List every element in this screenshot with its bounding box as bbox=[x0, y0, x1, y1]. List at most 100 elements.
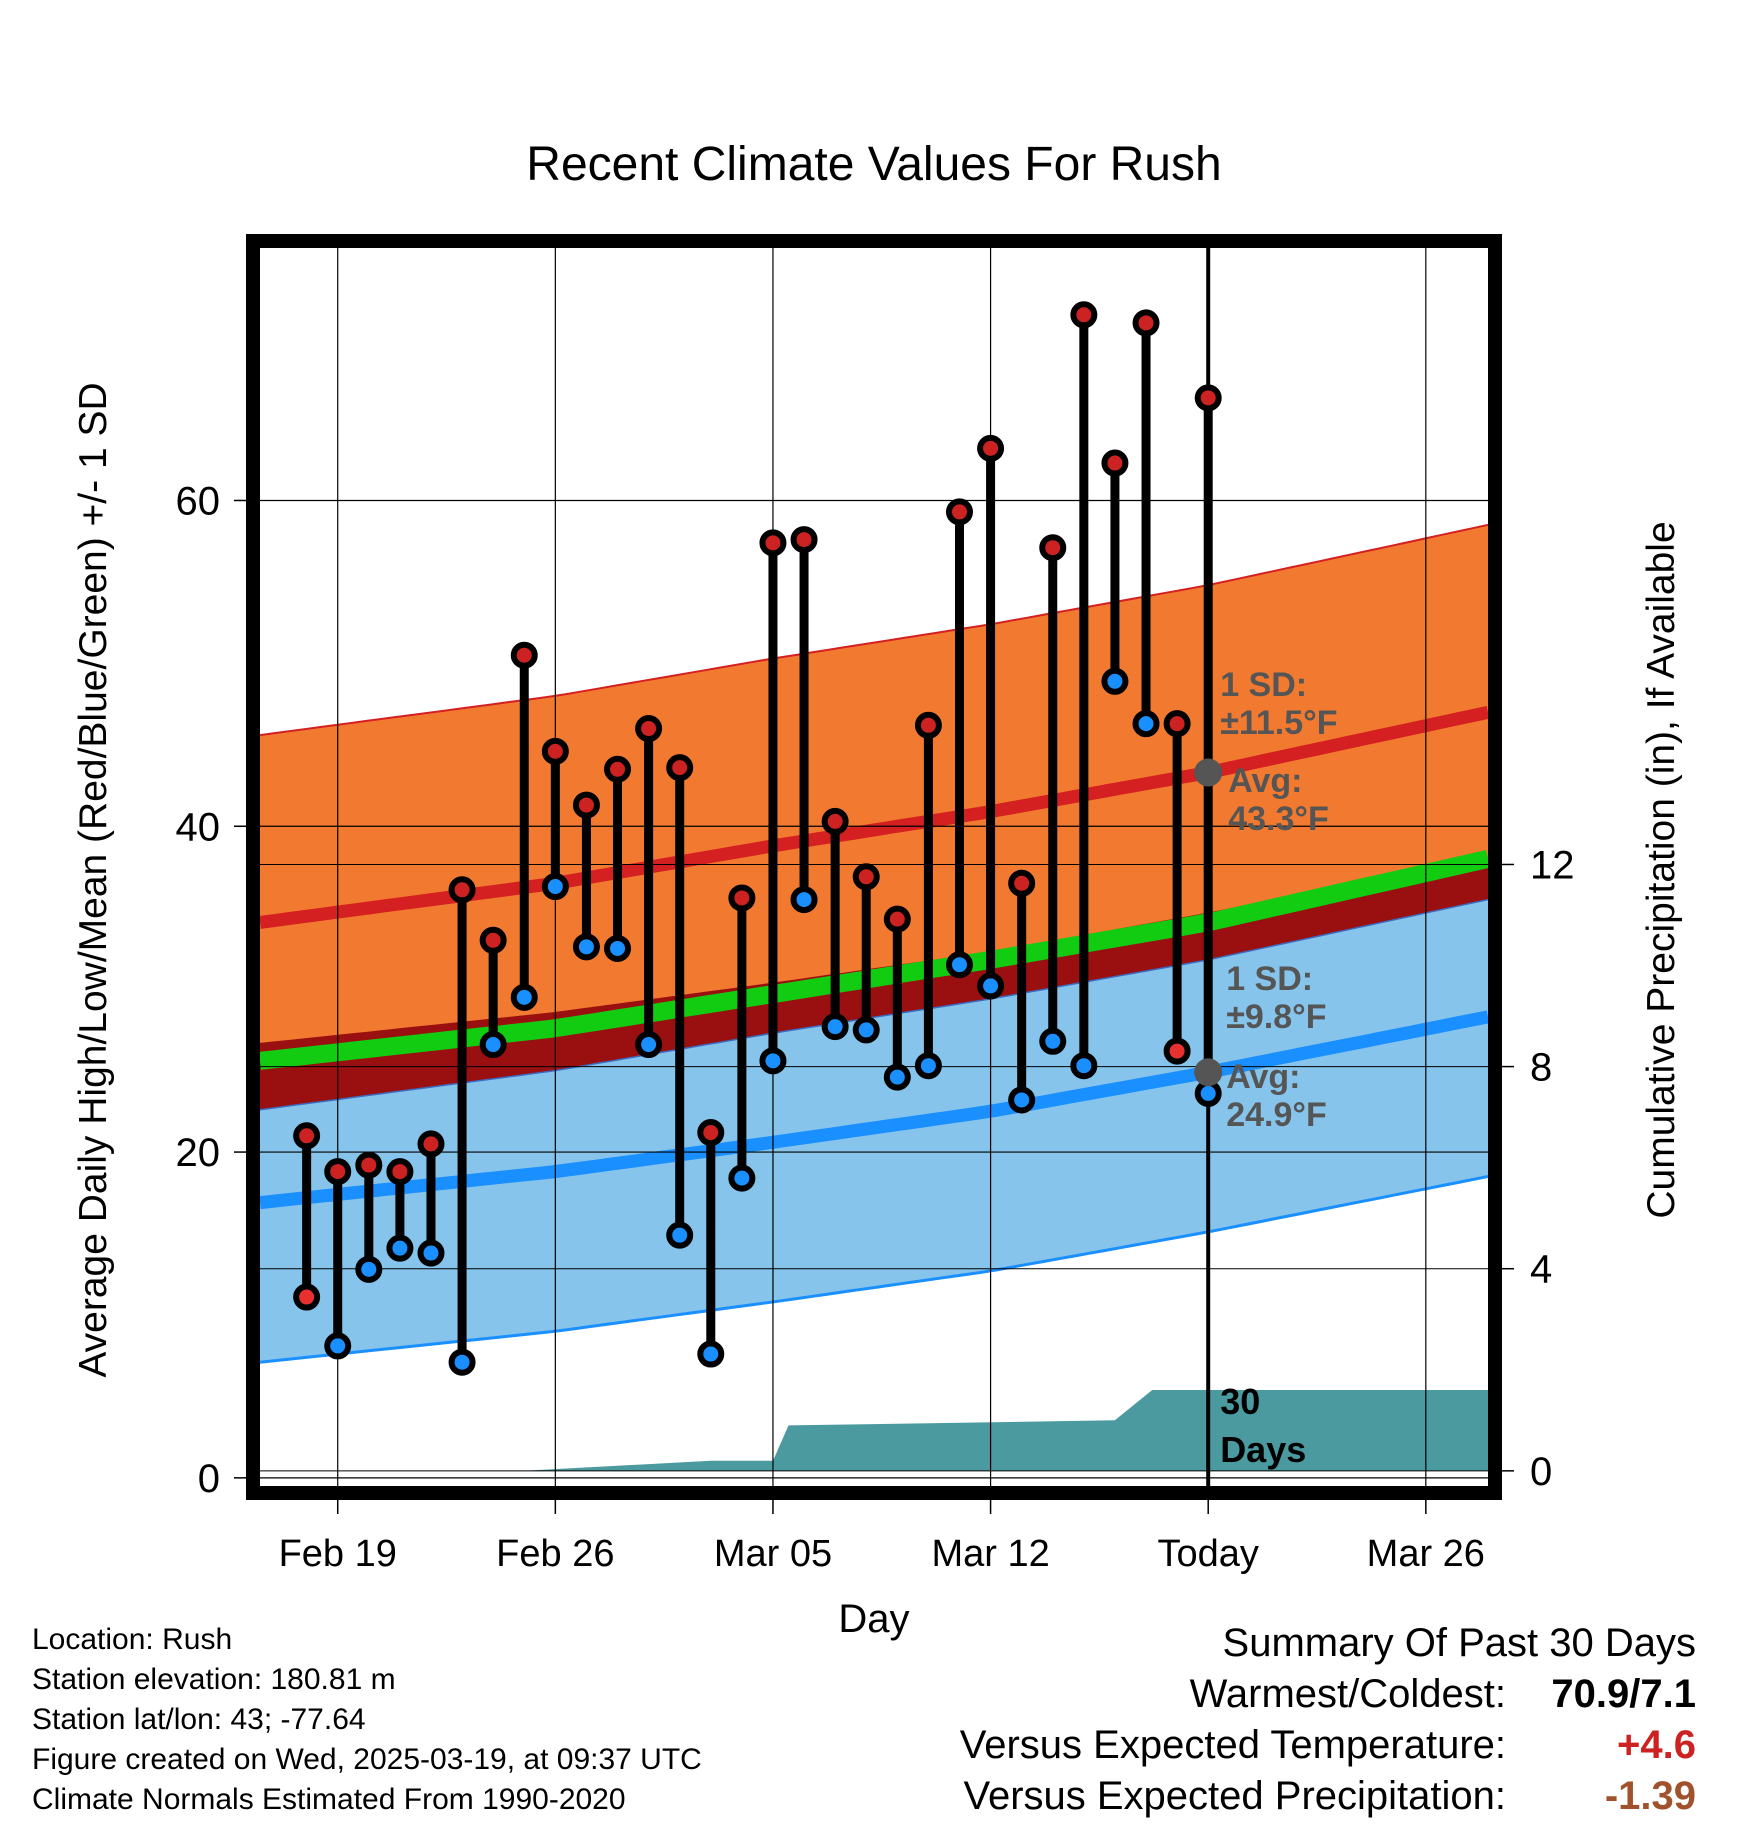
low-sd-annotation: 1 SD: bbox=[1226, 960, 1313, 998]
daily-low-point bbox=[1163, 1037, 1191, 1065]
precip-area bbox=[260, 1390, 1488, 1471]
daily-low-point bbox=[1039, 1027, 1067, 1055]
daily-low-point bbox=[448, 1348, 476, 1376]
daily-high-point bbox=[945, 498, 973, 526]
x-tick-label: Feb 19 bbox=[279, 1533, 397, 1575]
daily-high-point bbox=[324, 1158, 352, 1186]
daily-low-point bbox=[324, 1332, 352, 1360]
daily-low-point bbox=[572, 933, 600, 961]
chart-title: Recent Climate Values For Rush bbox=[526, 138, 1221, 191]
y2-tick-label: 0 bbox=[1530, 1450, 1552, 1494]
high-sd-annotation: 1 SD: bbox=[1220, 666, 1307, 704]
daily-high-point bbox=[1070, 301, 1098, 329]
daily-high-point bbox=[821, 807, 849, 835]
daily-high-point bbox=[697, 1119, 725, 1147]
y-axis-label: Average Daily High/Low/Mean (Red/Blue/Gr… bbox=[72, 382, 115, 1377]
daily-high-point bbox=[1132, 309, 1160, 337]
x-axis-label: Day bbox=[838, 1597, 909, 1641]
daily-low-point bbox=[697, 1340, 725, 1368]
daily-low-point bbox=[914, 1052, 942, 1080]
daily-high-point bbox=[666, 754, 694, 782]
daily-low-point bbox=[1132, 710, 1160, 738]
daily-low-point bbox=[759, 1047, 787, 1075]
daily-high-point bbox=[479, 926, 507, 954]
y2-tick-label: 4 bbox=[1530, 1248, 1552, 1292]
daily-high-point bbox=[1039, 534, 1067, 562]
temp-label: Versus Expected Temperature: bbox=[959, 1723, 1506, 1767]
daily-low-point bbox=[635, 1031, 663, 1059]
precip-value: -1.39 bbox=[1604, 1774, 1696, 1818]
daily-low-point bbox=[728, 1164, 756, 1192]
daily-high-point bbox=[759, 529, 787, 557]
daily-high-point bbox=[572, 791, 600, 819]
today-low-avg-dot bbox=[1194, 1058, 1223, 1087]
y-tick-label: 60 bbox=[176, 479, 221, 523]
y-tick-label: 20 bbox=[176, 1131, 221, 1175]
daily-low-point bbox=[293, 1283, 321, 1311]
y2-tick-label: 8 bbox=[1530, 1046, 1552, 1090]
info-elevation: Station elevation: 180.81 m bbox=[32, 1663, 396, 1696]
info-normals: Climate Normals Estimated From 1990-2020 bbox=[32, 1783, 626, 1816]
y-tick-label: 40 bbox=[176, 805, 221, 849]
daily-low-point bbox=[883, 1063, 911, 1091]
low-sd-annotation: ±9.8°F bbox=[1226, 998, 1326, 1036]
summary-precip: Versus Expected Precipitation: -1.39 bbox=[796, 1771, 1696, 1822]
y2-tick-label: 12 bbox=[1530, 843, 1575, 887]
station-info: Location: Rush Station elevation: 180.81… bbox=[32, 1620, 702, 1820]
daily-low-point bbox=[479, 1031, 507, 1059]
low-avg-annotation: 24.9°F bbox=[1226, 1096, 1327, 1134]
daily-high-point bbox=[355, 1151, 383, 1179]
daily-low-point bbox=[977, 972, 1005, 1000]
daily-low-point bbox=[1008, 1086, 1036, 1114]
daily-high-point bbox=[510, 641, 538, 669]
daily-high-point bbox=[1101, 449, 1129, 477]
high-avg-annotation: Avg: bbox=[1228, 762, 1302, 800]
daily-high-point bbox=[883, 905, 911, 933]
daily-high-point bbox=[1008, 869, 1036, 897]
x-tick-label: Feb 26 bbox=[496, 1533, 614, 1575]
plot-frame bbox=[246, 234, 1502, 1500]
today-high-avg-dot bbox=[1194, 758, 1223, 787]
daily-low-point bbox=[1070, 1052, 1098, 1080]
daily-low-point bbox=[790, 886, 818, 914]
x-tick-label: Mar 05 bbox=[714, 1533, 832, 1575]
daily-low-point bbox=[945, 951, 973, 979]
info-location: Location: Rush bbox=[32, 1623, 233, 1656]
precip-label: Versus Expected Precipitation: bbox=[963, 1774, 1506, 1818]
x-tick-label: Today bbox=[1157, 1533, 1258, 1575]
days-count-label: Days bbox=[1220, 1429, 1306, 1470]
daily-high-point bbox=[417, 1130, 445, 1158]
daily-high-point bbox=[604, 755, 632, 783]
daily-low-point bbox=[666, 1221, 694, 1249]
info-latlon: Station lat/lon: 43; -77.64 bbox=[32, 1703, 366, 1736]
daily-high-point bbox=[293, 1122, 321, 1150]
info-created: Figure created on Wed, 2025-03-19, at 09… bbox=[32, 1743, 702, 1776]
summary-temp: Versus Expected Temperature: +4.6 bbox=[796, 1720, 1696, 1771]
low-avg-annotation: Avg: bbox=[1226, 1058, 1300, 1096]
high-upper-sd-line bbox=[260, 523, 1488, 737]
daily-low-point bbox=[541, 873, 569, 901]
daily-low-point bbox=[852, 1016, 880, 1044]
daily-high-point bbox=[852, 863, 880, 891]
daily-high-point bbox=[635, 715, 663, 743]
summary-title-text: Summary Of Past 30 Days bbox=[1222, 1621, 1696, 1665]
daily-high-point bbox=[386, 1158, 414, 1186]
x-tick-label: Mar 26 bbox=[1367, 1533, 1485, 1575]
daily-high-point bbox=[728, 884, 756, 912]
high-sd-annotation: ±11.5°F bbox=[1220, 704, 1337, 742]
daily-high-point bbox=[1163, 710, 1191, 738]
daily-high-point bbox=[790, 526, 818, 554]
daily-low-point bbox=[355, 1255, 383, 1283]
daily-high-point bbox=[541, 737, 569, 765]
high-avg-annotation: 43.3°F bbox=[1228, 800, 1329, 838]
daily-high-point bbox=[914, 711, 942, 739]
summary-warm-cold: Warmest/Coldest: 70.9/7.1 bbox=[796, 1669, 1696, 1720]
temp-value: +4.6 bbox=[1617, 1723, 1696, 1767]
y-tick-label: 0 bbox=[198, 1457, 220, 1501]
y2-axis-label: Cumulative Precipitation (in), If Availa… bbox=[1640, 521, 1683, 1218]
daily-low-point bbox=[510, 983, 538, 1011]
daily-low-point bbox=[821, 1013, 849, 1041]
x-tick-label: Mar 12 bbox=[931, 1533, 1049, 1575]
daily-high-point bbox=[977, 434, 1005, 462]
